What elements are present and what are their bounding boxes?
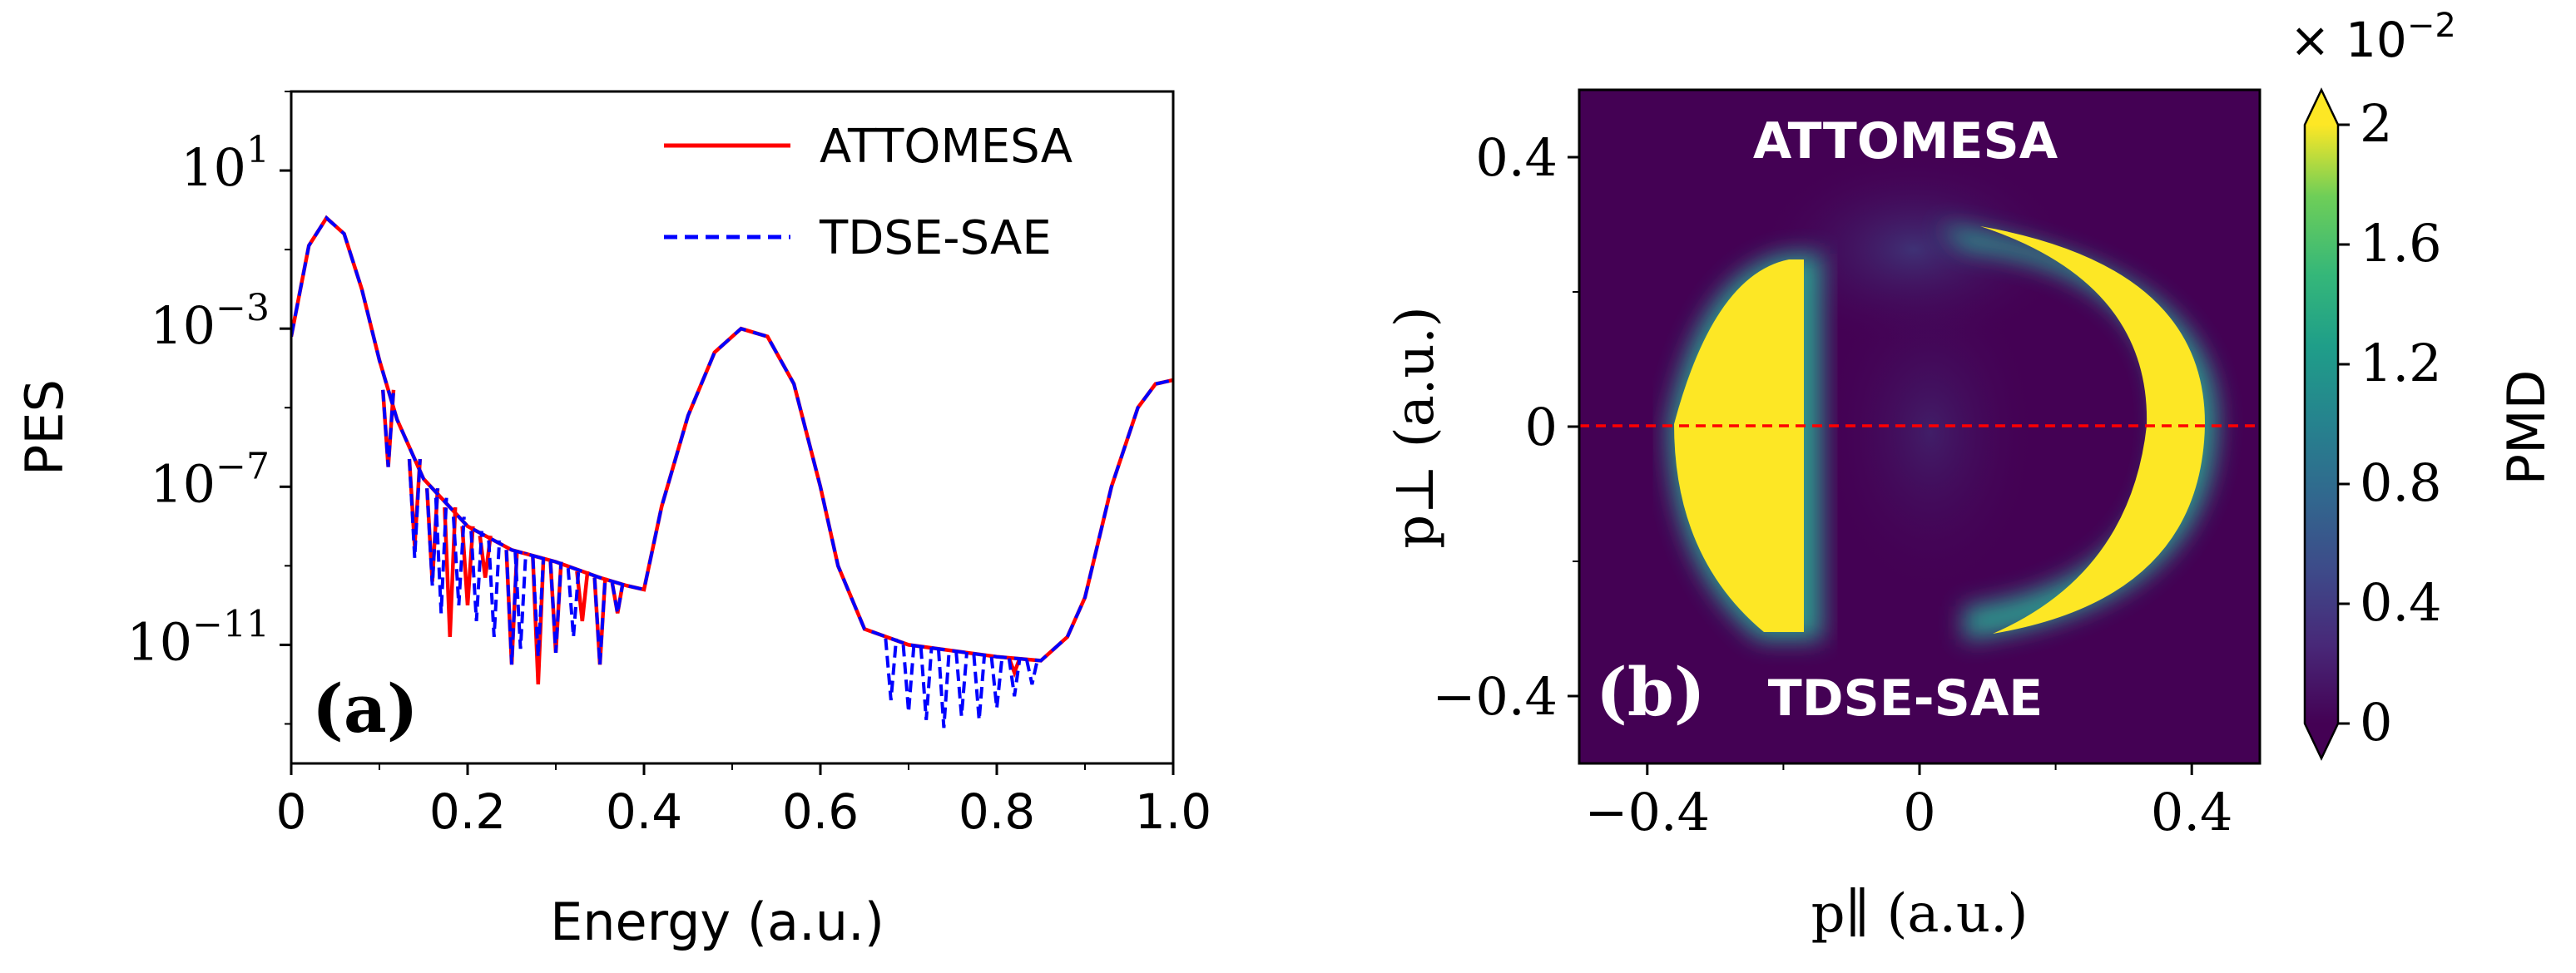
tdse-sae-dip <box>592 577 607 665</box>
tdse-sae-dips <box>381 389 1039 729</box>
tdse-sae-dip <box>408 458 422 558</box>
x-tick-label: 0 <box>276 783 307 840</box>
tdse-sae-line <box>291 215 1173 663</box>
panel-a-x-label: Energy (a.u.) <box>550 892 884 952</box>
tdse-sae-dip <box>513 552 528 649</box>
tdse-sae-dip <box>531 556 546 657</box>
tdse-sae-dip <box>469 531 483 622</box>
legend-tdse-sae-label: TDSE-SAE <box>819 211 1052 265</box>
panel-a-line-chart: 0 0.2 0.4 0.6 0.8 1.0 101 10−3 10−7 10−11 Energy… <box>14 90 1211 952</box>
right-crescent <box>1980 226 2206 634</box>
colorbar-tick-label: 0.4 <box>2360 572 2442 633</box>
colorbar-tick-label: 1.6 <box>2360 213 2442 274</box>
tdse-sae-dip <box>452 516 466 606</box>
tdse-sae-dip <box>1007 658 1022 697</box>
panel-a-y-label: PES <box>14 379 75 476</box>
colorbar-tick-label: 0.8 <box>2360 452 2442 513</box>
tdse-sae-dip <box>901 645 916 713</box>
tdse-sae-dip <box>937 649 951 729</box>
panel-b-y-label: p⊥ (a.u.) <box>1385 306 1446 549</box>
y-tick-label: 101 <box>181 129 270 198</box>
panel-b-label: (b) <box>1596 653 1706 731</box>
x-tick-label: 0.8 <box>959 783 1035 840</box>
colorbar-gradient <box>2305 125 2338 724</box>
tdse-sae-dip <box>972 654 987 720</box>
left-lobe <box>1674 259 1804 632</box>
panel-b-y-ticks: 0.4 0 −0.4 <box>1432 127 1579 727</box>
panel-a-legend: ATTOMESA TDSE-SAE <box>664 120 1073 265</box>
colorbar-label: PMD <box>2496 370 2557 486</box>
colorbar-bottom-extension <box>2305 724 2338 758</box>
tdse-sae-dip <box>989 656 1004 709</box>
tdse-sae-dip <box>919 647 934 720</box>
colorbar-multiplier: × 10−2 <box>2290 7 2456 68</box>
tdse-sae-dip <box>954 651 968 717</box>
x-tick-label: 0.6 <box>782 783 859 840</box>
x-tick-label: 1.0 <box>1135 783 1211 840</box>
panel-b-heatmap: ATTOMESA TDSE-SAE (b) −0.4 0 0.4 0.40−0.4 … <box>1385 7 2557 945</box>
x-tick-label: 0.4 <box>2151 782 2233 842</box>
tdse-sae-dip <box>487 540 502 638</box>
y-tick-label: −0.4 <box>1432 666 1558 727</box>
y-tick-label: 10−3 <box>150 287 270 356</box>
tdse-sae-dip <box>548 561 563 654</box>
tdse-sae-dip <box>381 389 395 467</box>
tdse-sae-dip <box>433 497 448 614</box>
y-tick-label: 10−11 <box>126 603 270 672</box>
colorbar-top-extension <box>2305 90 2338 125</box>
tdse-sae-dip <box>504 550 519 665</box>
tdse-sae-dip <box>566 568 581 638</box>
colorbar: 0 0.4 0.8 1.2 1.6 2 × 10−2 PMD <box>2290 7 2557 761</box>
panel-a-label: (a) <box>312 669 419 748</box>
panel-a-axes-frame <box>290 90 1175 765</box>
heatmap-center-glow <box>1822 266 2039 599</box>
tdse-sae-dip <box>884 638 899 701</box>
panel-b-x-ticks: −0.4 0 0.4 <box>1585 763 2233 842</box>
y-tick-label: 0.4 <box>1475 127 1558 188</box>
panel-b-x-label: p∥ (a.u.) <box>1811 883 2029 945</box>
attomesa-dip <box>575 570 590 622</box>
attomesa-dip <box>443 506 458 637</box>
legend-attomesa-label: ATTOMESA <box>820 120 1073 174</box>
x-tick-label: 0.2 <box>429 783 506 840</box>
attomesa-line <box>291 215 1173 663</box>
panel-a-y-ticks: 101 10−3 10−7 10−11 <box>126 91 291 725</box>
colorbar-ticks: 0 0.4 0.8 1.2 1.6 2 <box>2338 93 2442 753</box>
tdse-sae-dip <box>610 582 625 614</box>
y-tick-label: 0 <box>1525 397 1558 457</box>
colorbar-tick-label: 2 <box>2360 93 2392 154</box>
y-tick-label: 10−7 <box>150 445 270 514</box>
x-tick-label: 0 <box>1903 782 1935 842</box>
tdse-sae-dip <box>1025 659 1039 685</box>
colorbar-tick-label: 1.2 <box>2360 333 2442 393</box>
attomesa-dips <box>380 389 1022 684</box>
colorbar-tick-label: 0 <box>2360 692 2392 753</box>
x-tick-label: −0.4 <box>1585 782 1711 842</box>
panel-a-x-ticks: 0 0.2 0.4 0.6 0.8 1.0 <box>276 763 1211 840</box>
x-tick-label: 0.4 <box>606 783 682 840</box>
annotation-top: ATTOMESA <box>1753 112 2058 170</box>
annotation-bottom: TDSE-SAE <box>1768 669 2043 728</box>
